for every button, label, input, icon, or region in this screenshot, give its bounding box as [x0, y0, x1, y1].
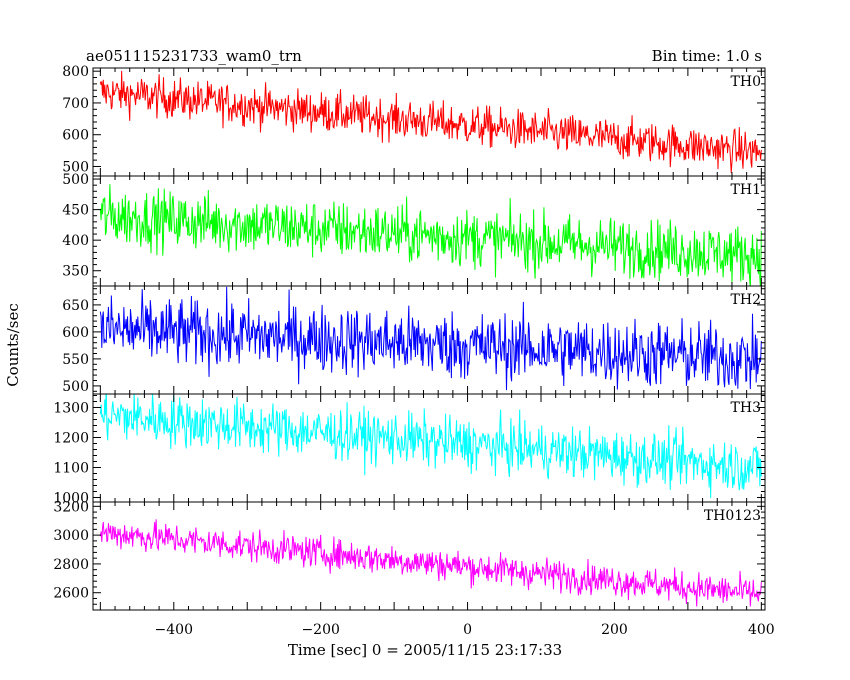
y-tick-label: 500: [62, 172, 89, 188]
panel-th3: 1000 1100 1200 1300 TH3: [53, 393, 766, 507]
y-tick-label: 450: [62, 203, 89, 219]
panel-label-th0: TH0: [731, 74, 761, 90]
y-tick-label: 800: [62, 64, 89, 80]
panel-th0: 500 600 700 800 TH0: [62, 64, 766, 177]
y-tick-label: 400: [62, 233, 89, 249]
y-tick-label: 1100: [53, 461, 89, 477]
y-tick-label: 350: [62, 264, 89, 280]
y-tick-label: 2800: [53, 557, 89, 573]
x-tick-label: −400: [155, 622, 193, 638]
panel-label-th1: TH1: [731, 182, 761, 198]
bin-time-label: Bin time: 1.0 s: [652, 47, 762, 65]
panel-label-th2: TH2: [731, 292, 761, 308]
x-tick-label: 200: [601, 622, 628, 638]
x-tick-label: 400: [748, 622, 775, 638]
series-line-th0123: [99, 519, 762, 607]
panel-label-th3: TH3: [731, 400, 761, 416]
x-tick-label: −200: [301, 622, 339, 638]
y-tick-label: 3200: [53, 499, 89, 515]
series-line-th3: [99, 394, 762, 499]
x-axis-label: Time [sec] 0 = 2005/11/15 23:17:33: [288, 641, 562, 659]
series-line-th1: [99, 184, 762, 286]
y-tick-label: 600: [62, 128, 89, 144]
panel-frame: [92, 501, 766, 611]
series-line-th0: [99, 70, 762, 173]
chart-title: ae051115231733_wam0_trn: [86, 47, 302, 65]
y-tick-label: 1200: [53, 431, 89, 447]
y-tick-label: 2600: [53, 586, 89, 602]
panels-group: 500 600 700 800 TH0 350 400 450 500 TH1 500 550 600 6…: [53, 64, 774, 638]
y-tick-label: 3000: [53, 528, 89, 544]
panel-th2: 500 550 600 650 TH2: [62, 285, 766, 395]
y-tick-label: 650: [62, 298, 89, 314]
panel-th1: 350 400 450 500 TH1: [62, 172, 766, 287]
x-tick-label: 0: [463, 622, 472, 638]
y-tick-label: 500: [62, 159, 89, 175]
y-tick-label: 500: [62, 379, 89, 395]
y-tick-label: 600: [62, 325, 89, 341]
y-tick-label: 700: [62, 96, 89, 112]
y-tick-label: 550: [62, 352, 89, 368]
y-tick-label: 1000: [53, 491, 89, 507]
y-axis-label: Counts/sec: [4, 303, 22, 387]
panel-frame: [92, 67, 766, 177]
series-line-th2: [99, 286, 762, 391]
panel-label-th0123: TH0123: [704, 508, 761, 524]
panel-th0123: 2600 2800 3000 3200 TH0123: [53, 499, 766, 611]
y-tick-label: 1300: [53, 401, 89, 417]
